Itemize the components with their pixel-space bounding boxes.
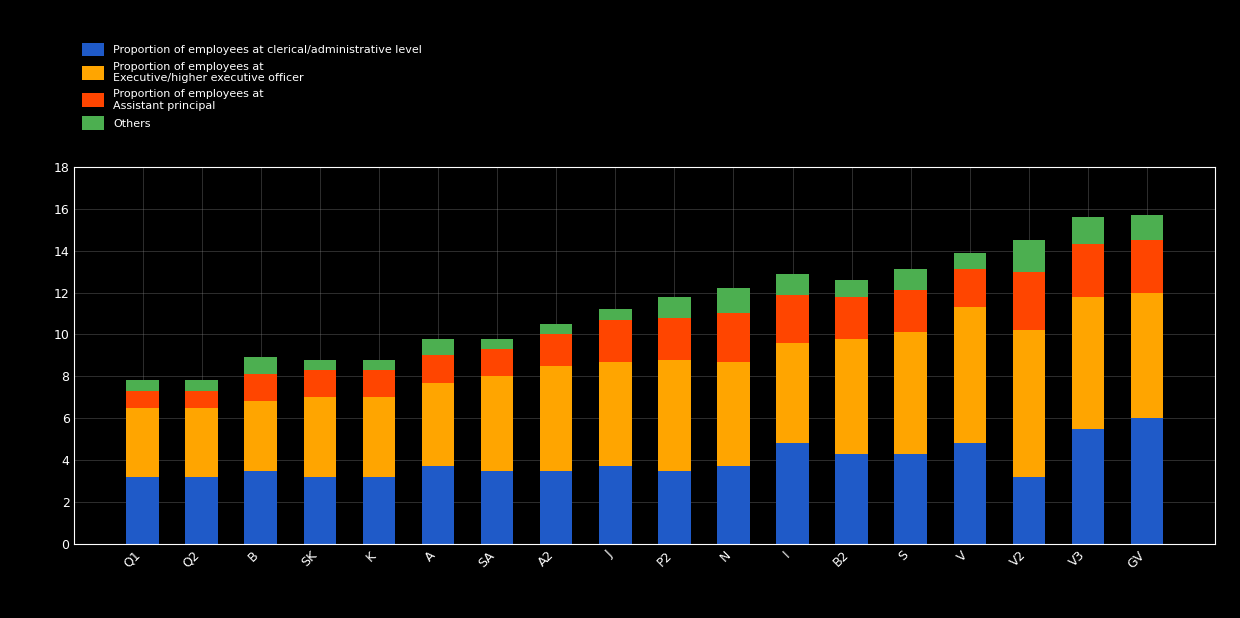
Bar: [362, 360, 396, 370]
Bar: [422, 339, 454, 355]
Bar: [836, 454, 868, 544]
Bar: [717, 467, 750, 544]
Bar: [658, 360, 691, 470]
Bar: [599, 467, 631, 544]
Bar: [185, 477, 218, 544]
Bar: [481, 376, 513, 470]
Bar: [717, 362, 750, 467]
Bar: [539, 366, 573, 470]
Bar: [185, 381, 218, 391]
Bar: [244, 470, 277, 544]
Bar: [1131, 418, 1163, 544]
Bar: [599, 309, 631, 320]
Bar: [1013, 330, 1045, 477]
Bar: [1013, 271, 1045, 330]
Bar: [185, 408, 218, 477]
Bar: [658, 318, 691, 360]
Bar: [1131, 292, 1163, 418]
Bar: [1013, 477, 1045, 544]
Bar: [1071, 217, 1105, 244]
Bar: [481, 339, 513, 349]
Bar: [126, 477, 159, 544]
Bar: [717, 289, 750, 313]
Bar: [954, 253, 986, 269]
Bar: [481, 349, 513, 376]
Bar: [1131, 240, 1163, 292]
Bar: [1071, 297, 1105, 429]
Bar: [894, 290, 928, 332]
Bar: [126, 381, 159, 391]
Bar: [362, 397, 396, 477]
Bar: [539, 470, 573, 544]
Bar: [1013, 240, 1045, 271]
Bar: [776, 274, 808, 295]
Bar: [362, 477, 396, 544]
Bar: [599, 362, 631, 467]
Bar: [1071, 244, 1105, 297]
Bar: [836, 339, 868, 454]
Bar: [954, 269, 986, 307]
Bar: [954, 443, 986, 544]
Bar: [776, 295, 808, 343]
Bar: [126, 408, 159, 477]
Bar: [539, 334, 573, 366]
Bar: [836, 280, 868, 297]
Bar: [1131, 215, 1163, 240]
Bar: [717, 313, 750, 362]
Bar: [304, 360, 336, 370]
Bar: [894, 269, 928, 290]
Legend: Proportion of employees at clerical/administrative level, Proportion of employee: Proportion of employees at clerical/admi…: [79, 40, 424, 132]
Bar: [362, 370, 396, 397]
Bar: [954, 307, 986, 443]
Bar: [422, 467, 454, 544]
Bar: [244, 375, 277, 402]
Bar: [481, 470, 513, 544]
Bar: [304, 477, 336, 544]
Bar: [126, 391, 159, 408]
Bar: [539, 324, 573, 334]
Bar: [244, 357, 277, 374]
Bar: [776, 443, 808, 544]
Bar: [776, 343, 808, 443]
Bar: [658, 297, 691, 318]
Bar: [836, 297, 868, 339]
Bar: [894, 332, 928, 454]
Bar: [422, 383, 454, 467]
Bar: [658, 470, 691, 544]
Bar: [304, 397, 336, 477]
Bar: [185, 391, 218, 408]
Bar: [894, 454, 928, 544]
Bar: [244, 402, 277, 470]
Bar: [599, 320, 631, 362]
Bar: [304, 370, 336, 397]
Bar: [1071, 429, 1105, 544]
Bar: [422, 355, 454, 383]
